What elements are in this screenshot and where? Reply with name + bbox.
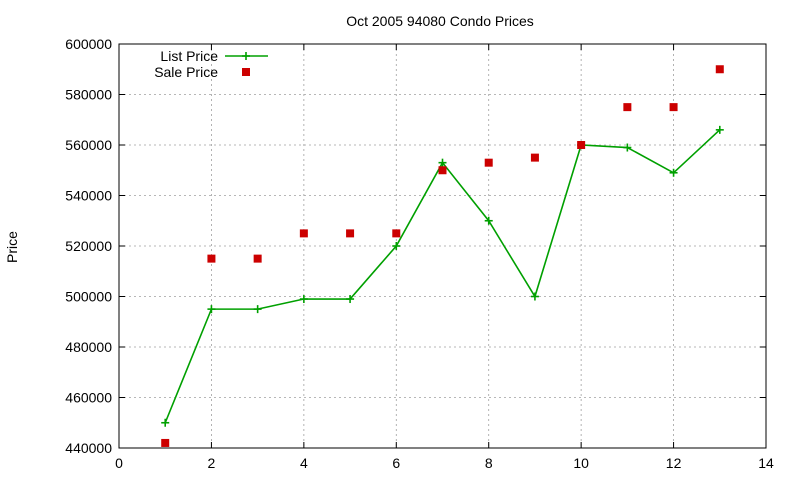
sale-price-point [623, 103, 632, 112]
sale-price-point [346, 229, 355, 238]
list-price-point [161, 418, 170, 427]
list-price-point [669, 168, 678, 177]
list-price-point [207, 305, 216, 314]
plot-frame [118, 43, 767, 449]
sale-price-point [577, 141, 586, 149]
legend-item-sale-price: Sale Price [154, 64, 250, 80]
sale-price-point [438, 166, 447, 175]
sale-price-point [669, 103, 678, 112]
y-tick-label: 540000 [65, 188, 112, 204]
y-axis-label: Price [4, 231, 20, 263]
x-tick-label: 2 [208, 455, 216, 471]
sale-price-point [299, 229, 308, 238]
plot-area [161, 65, 724, 447]
list-price-point [346, 295, 355, 304]
list-price-point [299, 295, 308, 304]
y-tick-label: 600000 [65, 36, 112, 52]
x-tick-label: 12 [666, 455, 682, 471]
series-sale-price [161, 65, 724, 447]
list-price-point [392, 242, 401, 250]
list-price-point [530, 292, 539, 301]
list-price-point [623, 143, 632, 152]
list-price-point [715, 125, 724, 134]
legend-plus-swatch [242, 52, 250, 60]
y-tick-label: 480000 [65, 339, 112, 355]
x-tick-label: 4 [300, 455, 308, 471]
sale-price-point [715, 65, 724, 74]
series-list-price [161, 125, 724, 427]
x-tick-label: 6 [392, 455, 400, 471]
y-tick-label: 460000 [65, 390, 112, 406]
sale-price-point [392, 229, 401, 238]
y-tick-label: 500000 [65, 289, 112, 305]
chart-title: Oct 2005 94080 Condo Prices [346, 13, 534, 29]
x-tick-label: 14 [758, 455, 774, 471]
list-price-point [253, 305, 262, 314]
y-tick-label: 520000 [65, 238, 112, 254]
legend-square-swatch [242, 68, 250, 76]
x-tick-label: 0 [115, 455, 123, 471]
list-price-point [438, 158, 447, 167]
grid [119, 44, 766, 448]
legend-item-list-price: List Price [160, 48, 268, 64]
sale-price-point [207, 254, 216, 263]
x-tick-label: 8 [485, 455, 493, 471]
sale-price-point [530, 153, 539, 162]
sale-price-point [161, 438, 170, 447]
y-tick-label: 440000 [65, 440, 112, 456]
sale-price-point [253, 254, 262, 263]
legend-label: Sale Price [154, 64, 218, 80]
legend-label: List Price [160, 48, 218, 64]
x-tick-label: 10 [573, 455, 589, 471]
list-price-point [484, 216, 493, 225]
y-tick-label: 580000 [65, 87, 112, 103]
axis-ticks: 440000 460000 480000 500000 520000 540000 5600… [65, 36, 774, 471]
y-tick-label: 560000 [65, 137, 112, 153]
sale-price-point [484, 158, 493, 167]
